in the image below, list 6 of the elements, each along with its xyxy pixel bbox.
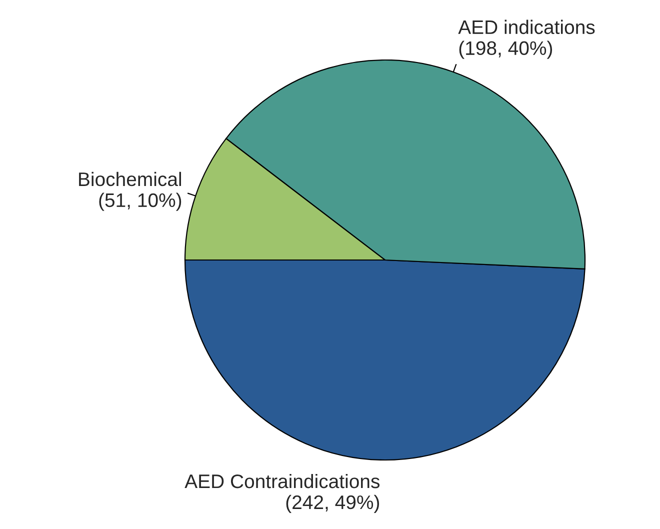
data-label: (198, 40%) bbox=[459, 40, 552, 59]
data-label: (242, 49%) bbox=[286, 494, 380, 514]
slice-label: Biochemical bbox=[79, 172, 181, 186]
slice-label: AED Contraindications bbox=[184, 474, 380, 488]
slice-label: AED indications bbox=[458, 20, 595, 34]
data-label: (51, 10%) bbox=[99, 192, 182, 211]
